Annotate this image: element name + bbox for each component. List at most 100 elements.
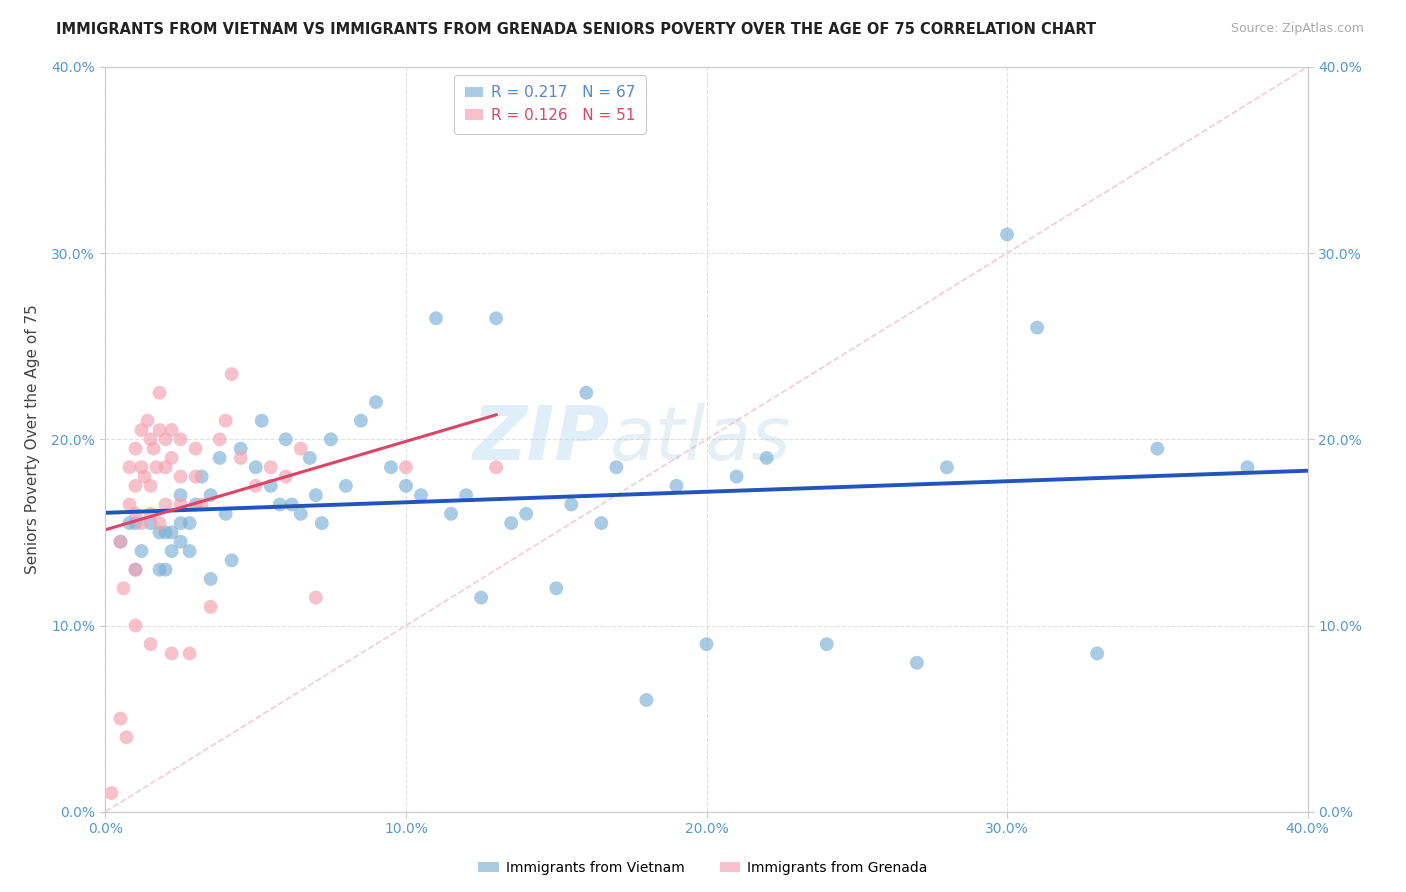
Point: [100, 786, 122, 800]
Point: [305, 591, 328, 605]
Point: [298, 450, 321, 465]
Point: [1146, 442, 1168, 456]
Point: [118, 460, 141, 475]
Point: [380, 460, 402, 475]
Point: [155, 498, 177, 512]
Point: [995, 227, 1018, 242]
Point: [160, 647, 183, 661]
Point: [470, 591, 492, 605]
Point: [485, 460, 508, 475]
Point: [335, 479, 357, 493]
Point: [229, 442, 252, 456]
Point: [160, 525, 183, 540]
Point: [136, 414, 159, 428]
Point: [319, 433, 342, 447]
Text: atlas: atlas: [610, 403, 792, 475]
Point: [148, 563, 170, 577]
Point: [260, 460, 283, 475]
Point: [546, 582, 568, 596]
Point: [110, 712, 132, 726]
Point: [605, 460, 627, 475]
Point: [281, 498, 304, 512]
Point: [179, 647, 201, 661]
Point: [124, 516, 146, 530]
Text: ZIP: ZIP: [472, 403, 610, 475]
Point: [142, 442, 165, 456]
Point: [124, 563, 146, 577]
Point: [290, 442, 312, 456]
Point: [169, 469, 191, 483]
Point: [560, 498, 582, 512]
Point: [160, 450, 183, 465]
Point: [148, 423, 170, 437]
Point: [131, 460, 153, 475]
Point: [139, 516, 162, 530]
Point: [409, 488, 432, 502]
Point: [190, 498, 212, 512]
Point: [229, 450, 252, 465]
Point: [1236, 460, 1258, 475]
Point: [124, 507, 146, 521]
Text: Source: ZipAtlas.com: Source: ZipAtlas.com: [1230, 22, 1364, 36]
Point: [139, 507, 162, 521]
Point: [245, 479, 267, 493]
Point: [905, 656, 928, 670]
Point: [221, 367, 243, 381]
Point: [179, 516, 201, 530]
Point: [214, 414, 236, 428]
Point: [155, 433, 177, 447]
Y-axis label: Seniors Poverty Over the Age of 75: Seniors Poverty Over the Age of 75: [25, 304, 39, 574]
Point: [515, 507, 537, 521]
Point: [725, 469, 748, 483]
Point: [139, 637, 162, 651]
Point: [148, 516, 170, 530]
Point: [184, 469, 207, 483]
Point: [485, 311, 508, 326]
Point: [395, 460, 418, 475]
Point: [200, 599, 222, 614]
Point: [115, 730, 138, 744]
Point: [169, 488, 191, 502]
Point: [425, 311, 447, 326]
Point: [501, 516, 523, 530]
Point: [269, 498, 291, 512]
Point: [160, 544, 183, 558]
Point: [110, 534, 132, 549]
Point: [305, 488, 328, 502]
Point: [260, 479, 283, 493]
Point: [208, 433, 231, 447]
Point: [169, 433, 191, 447]
Point: [139, 479, 162, 493]
Point: [755, 450, 778, 465]
Point: [169, 534, 191, 549]
Point: [454, 488, 477, 502]
Point: [124, 442, 146, 456]
Point: [110, 534, 132, 549]
Point: [131, 544, 153, 558]
Point: [124, 563, 146, 577]
Point: [1026, 320, 1049, 334]
Point: [155, 525, 177, 540]
Point: [221, 553, 243, 567]
Point: [208, 450, 231, 465]
Point: [169, 498, 191, 512]
Point: [350, 414, 373, 428]
Text: IMMIGRANTS FROM VIETNAM VS IMMIGRANTS FROM GRENADA SENIORS POVERTY OVER THE AGE : IMMIGRANTS FROM VIETNAM VS IMMIGRANTS FR…: [56, 22, 1097, 37]
Legend: R = 0.217   N = 67, R = 0.126   N = 51: R = 0.217 N = 67, R = 0.126 N = 51: [454, 75, 647, 134]
Point: [214, 507, 236, 521]
Point: [160, 423, 183, 437]
Point: [155, 563, 177, 577]
Point: [200, 488, 222, 502]
Point: [1085, 647, 1108, 661]
Point: [311, 516, 333, 530]
Point: [395, 479, 418, 493]
Point: [155, 460, 177, 475]
Point: [575, 385, 598, 400]
Point: [274, 433, 297, 447]
Point: [190, 469, 212, 483]
Point: [139, 433, 162, 447]
Point: [815, 637, 838, 651]
Point: [118, 498, 141, 512]
Point: [184, 442, 207, 456]
Point: [179, 544, 201, 558]
